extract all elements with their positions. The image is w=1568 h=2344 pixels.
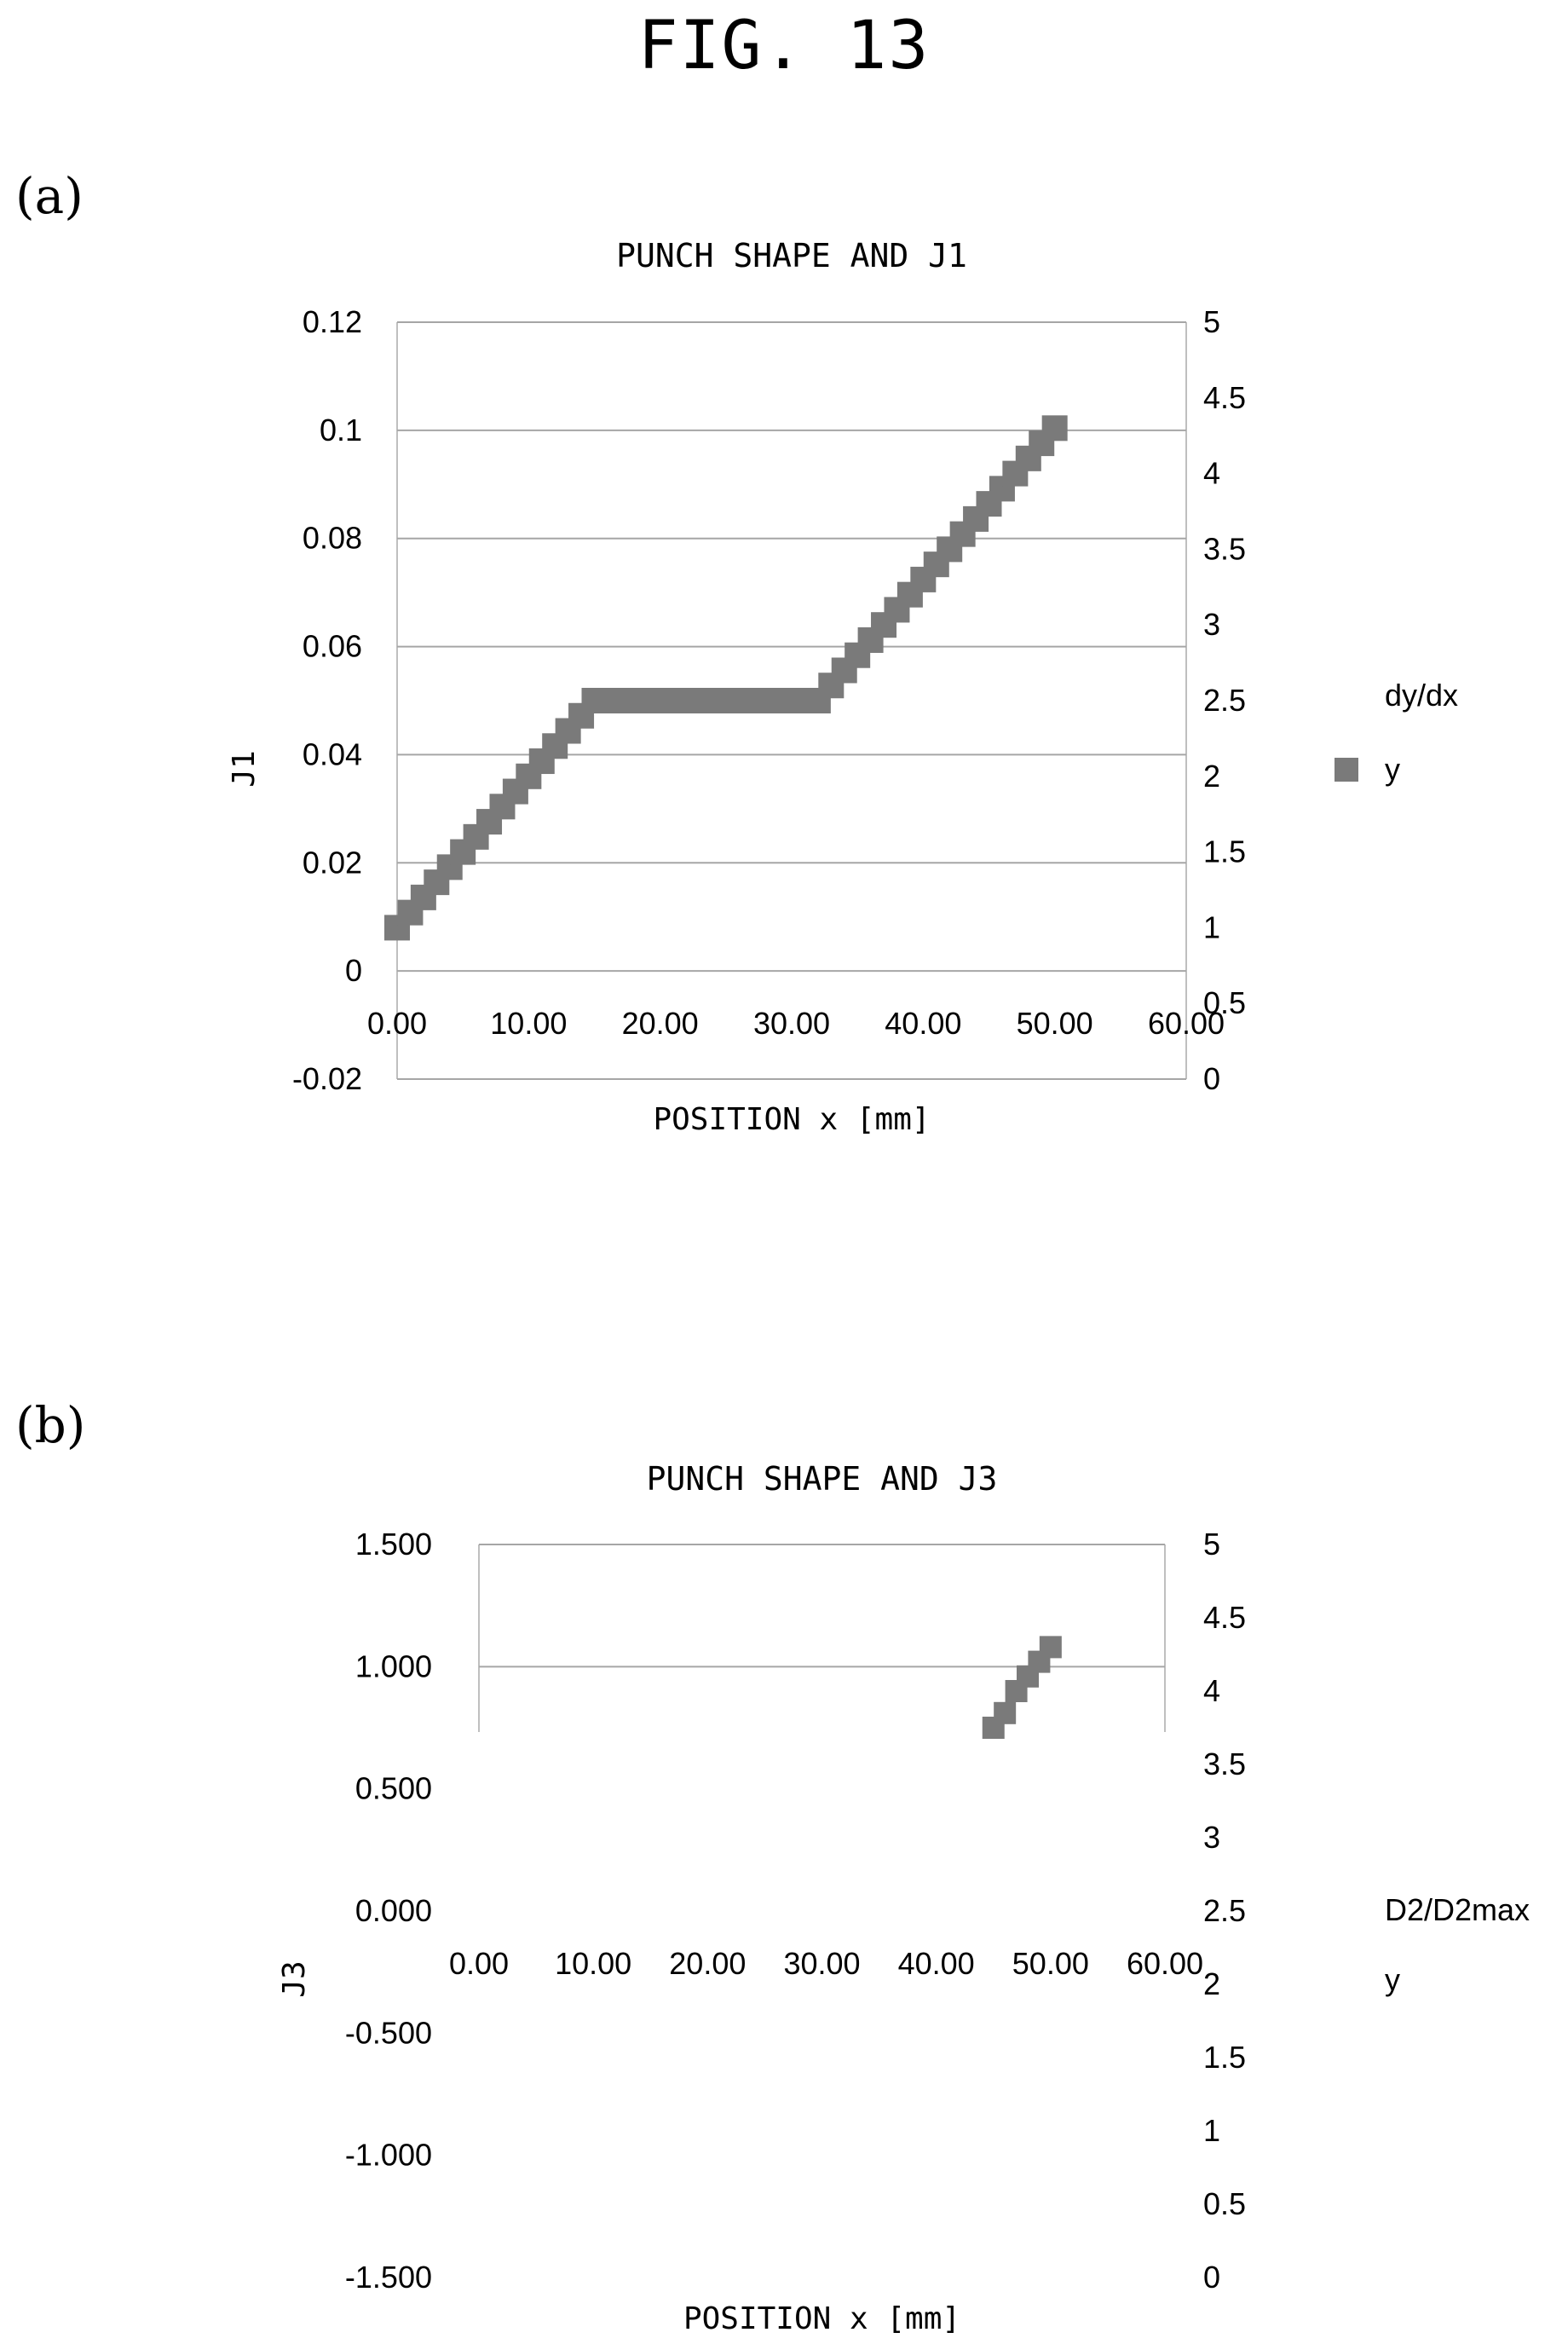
y2-tick-label: 5: [1203, 304, 1220, 339]
x-tick-label: 30.00: [783, 1946, 860, 1981]
y2-tick-label: 1: [1203, 909, 1220, 944]
y2-tick-label: 4.5: [1203, 380, 1246, 415]
y2-tick-label: 1.5: [1203, 2040, 1246, 2075]
y-tick-label: 0.000: [355, 1893, 432, 1928]
x-tick-label: 20.00: [622, 1006, 699, 1041]
x-tick-label: 20.00: [669, 1946, 746, 1981]
y2-tick-label: 3: [1203, 1820, 1220, 1855]
y2-tick-label: 0.5: [1203, 985, 1246, 1020]
y2-tick-label: 0: [1203, 1061, 1220, 1096]
y2-tick-label: 5: [1203, 1527, 1220, 1562]
x-tick-label: 10.00: [490, 1006, 567, 1041]
y2-tick-label: 2: [1203, 759, 1220, 794]
data-point-marker: [994, 1701, 1017, 1724]
figure-title: FIG. 13: [638, 8, 931, 84]
y2-tick-label: 1.5: [1203, 834, 1246, 869]
data-point-marker: [1039, 1636, 1062, 1659]
panel-label: (a): [15, 167, 84, 225]
data-point-marker: [1041, 415, 1068, 442]
y-tick-label: -0.500: [345, 2015, 432, 2050]
y2-tick-label: 0.5: [1203, 2186, 1246, 2221]
y-tick-label: -1.500: [345, 2260, 432, 2295]
y-axis-label: J1: [227, 750, 262, 787]
y2-tick-label: 3: [1203, 607, 1220, 642]
y-tick-label: -1.000: [345, 2138, 432, 2173]
y2-tick-label: 4.5: [1203, 1600, 1246, 1635]
y2-tick-label: 4: [1203, 456, 1220, 491]
x-tick-label: 50.00: [1017, 1006, 1093, 1041]
legend-entry-label: y: [1385, 752, 1400, 787]
legend-entry-label: dy/dx: [1385, 678, 1458, 713]
x-tick-label: 10.00: [555, 1946, 631, 1981]
y2-tick-label: 0: [1203, 2260, 1220, 2295]
y-tick-label: 0.500: [355, 1771, 432, 1806]
chart-a-punch-shape-j1: (a) PUNCH SHAPE AND J1 0.12 0.1 0.08 0.06 0.04…: [15, 167, 1458, 1137]
x-tick-label: 40.00: [885, 1006, 961, 1041]
chart-b-punch-shape-j3: (b) PUNCH SHAPE AND J3 1.500 1.000 0.500 0.00…: [15, 1396, 1530, 2336]
y2-tick-label: 2.5: [1203, 683, 1246, 718]
y-tick-label: 0.02: [303, 845, 362, 880]
x-axis-label: POSITION x [mm]: [683, 2301, 960, 2336]
y-tick-label: 0.04: [303, 736, 362, 771]
chart-title: PUNCH SHAPE AND J1: [616, 237, 967, 274]
x-tick-label: 30.00: [753, 1006, 830, 1041]
y-tick-label: 0: [345, 953, 362, 988]
y2-tick-label: 1: [1203, 2113, 1220, 2148]
x-tick-label: 60.00: [1148, 1006, 1225, 1041]
x-tick-label: 40.00: [898, 1946, 975, 1981]
y-tick-label: 1.000: [355, 1648, 432, 1683]
x-tick-label: 0.00: [449, 1946, 509, 1981]
legend-entry-label: D2/D2max: [1385, 1892, 1530, 1927]
y2-tick-label: 4: [1203, 1673, 1220, 1708]
x-axis-label: POSITION x [mm]: [653, 1102, 930, 1137]
y-tick-label: 0.12: [303, 304, 362, 339]
x-tick-label: 0.00: [367, 1006, 427, 1041]
y-tick-label: 0.1: [320, 413, 362, 447]
y2-tick-label: 3.5: [1203, 531, 1246, 566]
x-tick-label: 50.00: [1012, 1946, 1089, 1981]
chart-title: PUNCH SHAPE AND J3: [647, 1460, 998, 1498]
panel-label: (b): [15, 1396, 85, 1454]
legend-entry-label: y: [1385, 1962, 1400, 1997]
x-tick-label: 60.00: [1127, 1946, 1203, 1981]
y-tick-label: -0.02: [292, 1061, 362, 1096]
y-tick-label: 0.06: [303, 629, 362, 664]
y2-tick-label: 3.5: [1203, 1746, 1246, 1781]
legend-marker: [1335, 758, 1358, 782]
y-tick-label: 0.08: [303, 521, 362, 556]
y2-tick-label: 2: [1203, 1966, 1220, 2001]
y-tick-label: 1.500: [355, 1527, 432, 1562]
y-axis-label: J3: [277, 1960, 312, 1997]
y2-tick-label: 2.5: [1203, 1893, 1246, 1928]
